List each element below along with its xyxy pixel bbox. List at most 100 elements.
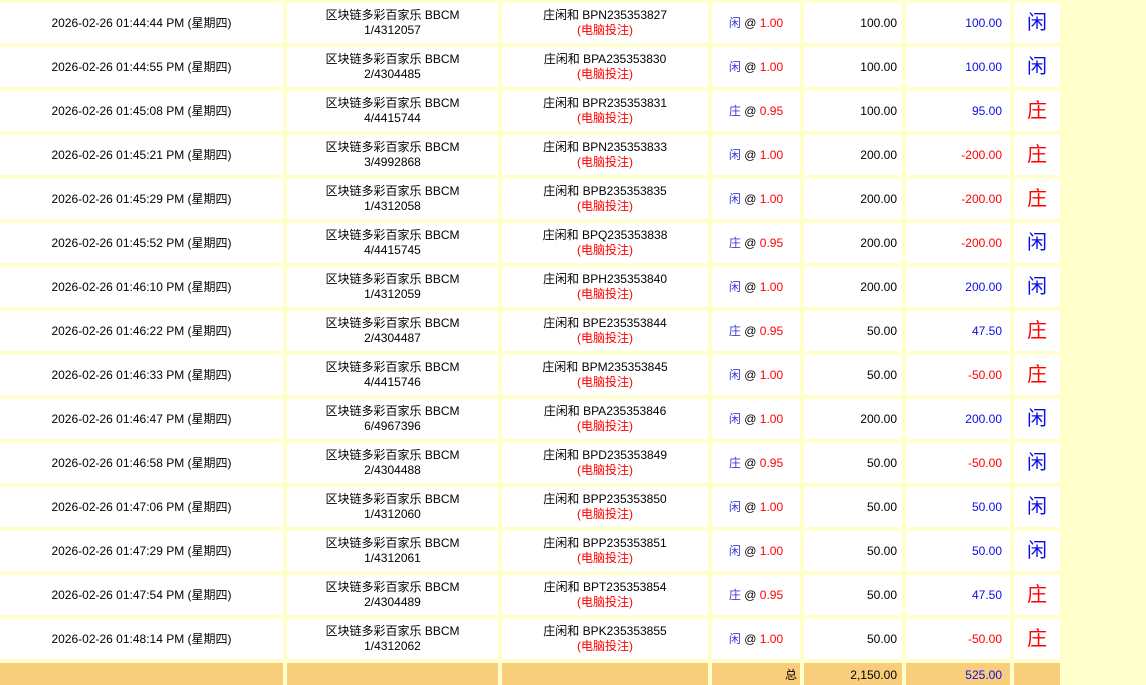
- odds-value: 1.00: [759, 631, 784, 646]
- game-round: 1/4312059: [364, 287, 421, 301]
- bet-method-line: (电脑投注): [577, 639, 633, 653]
- bet-method-line: (电脑投注): [577, 551, 633, 565]
- bet-history-table: 2026-02-26 01:44:44 PM (星期四) 区块链多彩百家乐 BB…: [0, 3, 1060, 685]
- bet-detail-cell: 庄闲和 BPE235353844 (电脑投注): [502, 311, 708, 351]
- bet-id-line: 庄闲和 BPR235353831: [542, 96, 668, 110]
- bet-detail-cell: 庄闲和 BPK235353855 (电脑投注): [502, 619, 708, 659]
- bet-time-cell: 2026-02-26 01:45:29 PM (星期四): [0, 179, 283, 219]
- amount-cell: 50.00: [804, 575, 902, 615]
- bet-side: 闲: [728, 543, 741, 558]
- at-symbol: @: [744, 543, 757, 558]
- game-name: 区块链多彩百家乐 BBCM: [325, 580, 460, 594]
- bet-id-line: 庄闲和 BPB235353835: [543, 184, 667, 198]
- bet-id-line: 庄闲和 BPA235353846: [543, 404, 667, 418]
- game-cell: 区块链多彩百家乐 BBCM 4/4415746: [287, 355, 498, 395]
- amount-cell: 50.00: [804, 531, 902, 571]
- bet-detail-cell: 庄闲和 BPB235353835 (电脑投注): [502, 179, 708, 219]
- result-cell: 庄: [1014, 619, 1060, 659]
- game-cell: 区块链多彩百家乐 BBCM 2/4304487: [287, 311, 498, 351]
- bet-side: 庄: [728, 235, 741, 250]
- odds-cell: 闲 @ 1.00: [712, 531, 800, 571]
- bet-method-line: (电脑投注): [577, 507, 633, 521]
- bet-id-line: 庄闲和 BPQ235353838: [542, 228, 668, 242]
- bet-detail-cell: 庄闲和 BPR235353831 (电脑投注): [502, 91, 708, 131]
- game-cell: 区块链多彩百家乐 BBCM 2/4304485: [287, 47, 498, 87]
- bet-detail-cell: 庄闲和 BPA235353830 (电脑投注): [502, 47, 708, 87]
- odds-value: 1.00: [759, 367, 784, 382]
- odds-value: 1.00: [759, 15, 784, 30]
- game-cell: 区块链多彩百家乐 BBCM 3/4992868: [287, 135, 498, 175]
- odds-cell: 庄 @ 0.95: [712, 91, 800, 131]
- odds-value: 1.00: [759, 499, 784, 514]
- bet-side: 闲: [728, 191, 741, 206]
- winloss-cell: 47.50: [906, 575, 1010, 615]
- bet-time-cell: 2026-02-26 01:47:06 PM (星期四): [0, 487, 283, 527]
- bet-id-line: 庄闲和 BPP235353850: [543, 492, 667, 506]
- amount-cell: 100.00: [804, 3, 902, 43]
- game-cell: 区块链多彩百家乐 BBCM 1/4312061: [287, 531, 498, 571]
- game-name: 区块链多彩百家乐 BBCM: [325, 272, 460, 286]
- game-name: 区块链多彩百家乐 BBCM: [325, 404, 460, 418]
- game-cell: 区块链多彩百家乐 BBCM 6/4967396: [287, 399, 498, 439]
- bet-time-cell: 2026-02-26 01:47:54 PM (星期四): [0, 575, 283, 615]
- table-row: 2026-02-26 01:46:33 PM (星期四) 区块链多彩百家乐 BB…: [0, 355, 1060, 395]
- odds-cell: 庄 @ 0.95: [712, 443, 800, 483]
- odds-value: 0.95: [759, 103, 784, 118]
- result-cell: 闲: [1014, 223, 1060, 263]
- result-cell: 庄: [1014, 575, 1060, 615]
- game-round: 1/4312058: [364, 199, 421, 213]
- game-name: 区块链多彩百家乐 BBCM: [325, 492, 460, 506]
- odds-value: 0.95: [759, 455, 784, 470]
- game-cell: 区块链多彩百家乐 BBCM 1/4312059: [287, 267, 498, 307]
- bet-side: 庄: [728, 103, 741, 118]
- at-symbol: @: [744, 455, 757, 470]
- winloss-cell: 200.00: [906, 399, 1010, 439]
- winloss-cell: -50.00: [906, 355, 1010, 395]
- winloss-cell: 100.00: [906, 47, 1010, 87]
- table-row: 2026-02-26 01:46:58 PM (星期四) 区块链多彩百家乐 BB…: [0, 443, 1060, 483]
- game-cell: 区块链多彩百家乐 BBCM 2/4304488: [287, 443, 498, 483]
- winloss-cell: 95.00: [906, 91, 1010, 131]
- total-empty-game-cell: [287, 663, 498, 685]
- odds-cell: 庄 @ 0.95: [712, 223, 800, 263]
- odds-value: 1.00: [759, 59, 784, 74]
- bet-detail-cell: 庄闲和 BPA235353846 (电脑投注): [502, 399, 708, 439]
- winloss-cell: 50.00: [906, 531, 1010, 571]
- odds-cell: 闲 @ 1.00: [712, 135, 800, 175]
- bet-time-cell: 2026-02-26 01:46:58 PM (星期四): [0, 443, 283, 483]
- total-row: 总 2,150.00 525.00: [0, 663, 1060, 685]
- table-row: 2026-02-26 01:44:55 PM (星期四) 区块链多彩百家乐 BB…: [0, 47, 1060, 87]
- bet-method-line: (电脑投注): [577, 23, 633, 37]
- odds-cell: 庄 @ 0.95: [712, 575, 800, 615]
- bet-id-line: 庄闲和 BPP235353851: [543, 536, 667, 550]
- bet-id-line: 庄闲和 BPT235353854: [543, 580, 667, 594]
- game-round: 2/4304485: [364, 67, 421, 81]
- game-name: 区块链多彩百家乐 BBCM: [325, 52, 460, 66]
- result-cell: 闲: [1014, 267, 1060, 307]
- result-cell: 闲: [1014, 487, 1060, 527]
- table-row: 2026-02-26 01:46:22 PM (星期四) 区块链多彩百家乐 BB…: [0, 311, 1060, 351]
- bet-time-cell: 2026-02-26 01:45:08 PM (星期四): [0, 91, 283, 131]
- game-cell: 区块链多彩百家乐 BBCM 1/4312057: [287, 3, 498, 43]
- game-round: 6/4967396: [364, 419, 421, 433]
- table-row: 2026-02-26 01:48:14 PM (星期四) 区块链多彩百家乐 BB…: [0, 619, 1060, 659]
- bet-detail-cell: 庄闲和 BPN235353827 (电脑投注): [502, 3, 708, 43]
- amount-cell: 200.00: [804, 135, 902, 175]
- game-cell: 区块链多彩百家乐 BBCM 4/4415745: [287, 223, 498, 263]
- bet-time-cell: 2026-02-26 01:46:47 PM (星期四): [0, 399, 283, 439]
- bet-method-line: (电脑投注): [577, 287, 633, 301]
- game-round: 4/4415744: [364, 111, 421, 125]
- at-symbol: @: [744, 499, 757, 514]
- total-empty-time-cell: [0, 663, 283, 685]
- game-name: 区块链多彩百家乐 BBCM: [325, 536, 460, 550]
- table-row: 2026-02-26 01:44:44 PM (星期四) 区块链多彩百家乐 BB…: [0, 3, 1060, 43]
- result-cell: 庄: [1014, 179, 1060, 219]
- result-cell: 闲: [1014, 443, 1060, 483]
- winloss-cell: -200.00: [906, 223, 1010, 263]
- bet-method-line: (电脑投注): [577, 463, 633, 477]
- odds-cell: 闲 @ 1.00: [712, 355, 800, 395]
- bet-method-line: (电脑投注): [577, 375, 633, 389]
- game-name: 区块链多彩百家乐 BBCM: [325, 448, 460, 462]
- bet-side: 闲: [728, 147, 741, 162]
